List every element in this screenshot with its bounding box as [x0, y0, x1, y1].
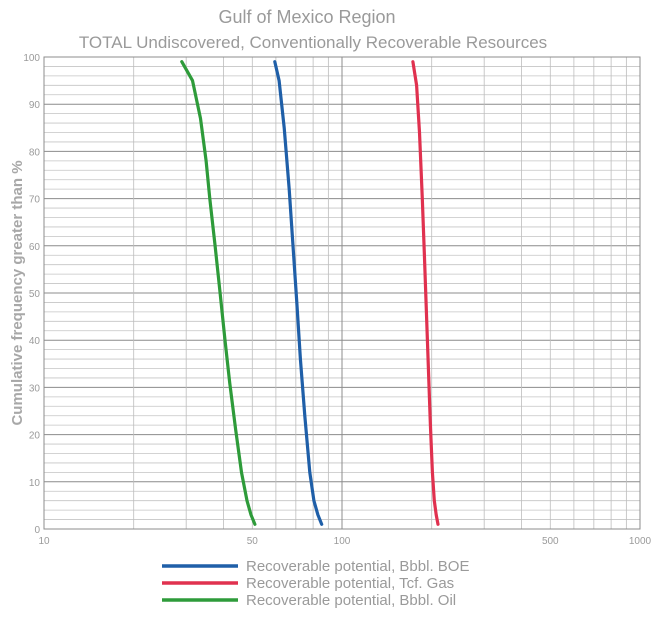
- y-tick-label: 90: [29, 100, 41, 111]
- legend: Recoverable potential, Bbbl. BOERecovera…: [162, 558, 469, 609]
- y-axis-label: Cumulative frequency greater than %: [9, 160, 26, 425]
- y-tick-label: 50: [29, 289, 41, 300]
- plot-frame: [43, 56, 641, 530]
- y-tick-label: 10: [29, 478, 41, 489]
- x-tick-label: 50: [247, 536, 259, 547]
- legend-label-1: Recoverable potential, Bbbl. BOE: [246, 558, 469, 575]
- y-tick-label: 40: [29, 336, 41, 347]
- chart-subtitle: TOTAL Undiscovered, Conventionally Recov…: [79, 33, 547, 52]
- chart-title: Gulf of Mexico Region: [218, 7, 395, 27]
- y-tick-label: 100: [23, 53, 40, 64]
- x-tick-label: 100: [334, 536, 351, 547]
- series-lines: [180, 60, 440, 526]
- y-tick-label: 30: [29, 383, 41, 394]
- x-tick-label: 1000: [629, 536, 651, 547]
- y-tick-label: 0: [34, 525, 40, 536]
- series-line-3: [180, 60, 257, 526]
- y-tick-label: 70: [29, 195, 41, 206]
- series-line-2: [411, 60, 440, 526]
- x-tick-label: 10: [38, 536, 50, 547]
- y-tick-label: 80: [29, 147, 41, 158]
- y-tick-label: 20: [29, 431, 41, 442]
- legend-label-3: Recoverable potential, Bbbl. Oil: [246, 592, 456, 609]
- legend-label-2: Recoverable potential, Tcf. Gas: [246, 575, 454, 592]
- grid: [43, 56, 641, 530]
- series-line-1: [273, 60, 324, 526]
- y-tick-label: 60: [29, 242, 41, 253]
- x-tick-label: 500: [542, 536, 559, 547]
